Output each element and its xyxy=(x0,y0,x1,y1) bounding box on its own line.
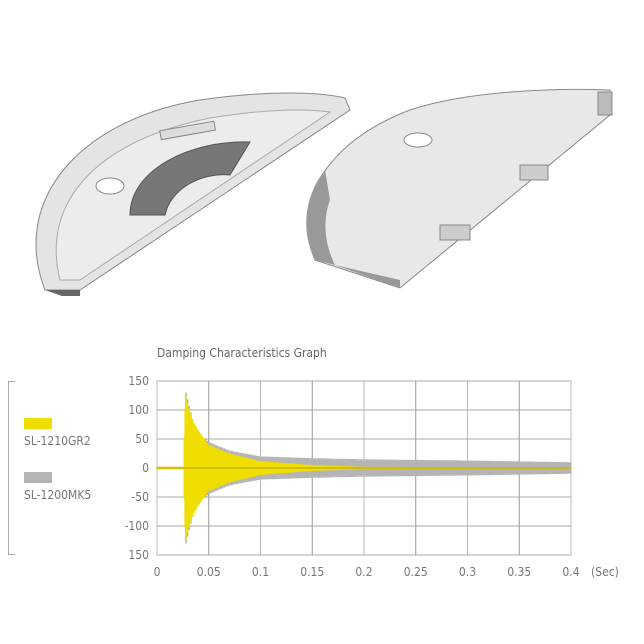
product-renders xyxy=(35,88,613,296)
x-tick-label: 0.1 xyxy=(252,565,269,579)
y-tick-label: 50 xyxy=(135,432,149,446)
y-tick-label: 0 xyxy=(142,461,149,475)
legend-bracket xyxy=(8,381,15,555)
x-tick-label: 0.15 xyxy=(300,565,324,579)
platter-base-render xyxy=(35,92,351,296)
x-tick-label: 0.4 xyxy=(562,565,579,579)
y-tick-label: -50 xyxy=(131,490,149,504)
legend-swatch-sl-1210gr2 xyxy=(24,418,52,429)
y-tick-label: 100 xyxy=(128,403,149,417)
chart-title: Damping Characteristics Graph xyxy=(157,346,327,360)
y-tick-label: 150 xyxy=(128,548,149,562)
x-tick-label: 0 xyxy=(154,565,161,579)
y-tick-label: -100 xyxy=(125,519,150,533)
legend-label-sl-1210gr2: SL-1210GR2 xyxy=(24,434,91,448)
legend-label-sl-1200mk5: SL-1200MK5 xyxy=(24,488,92,502)
damping-chart: 0 0.05 0.1 0.15 0.2 0.25 0.3 0.35 0.4 150 100 50 0 -5… xyxy=(125,374,619,579)
x-tick-label: 0.3 xyxy=(459,565,476,579)
x-tick-label: 0.2 xyxy=(355,565,372,579)
x-unit-label: (Sec) xyxy=(591,565,619,579)
y-tick-label: 150 xyxy=(128,374,149,388)
legend-swatch-sl-1200mk5 xyxy=(24,472,52,483)
x-tick-label: 0.05 xyxy=(197,565,221,579)
platter-top-render xyxy=(306,88,613,289)
x-tick-label: 0.25 xyxy=(404,565,428,579)
x-tick-label: 0.35 xyxy=(507,565,531,579)
